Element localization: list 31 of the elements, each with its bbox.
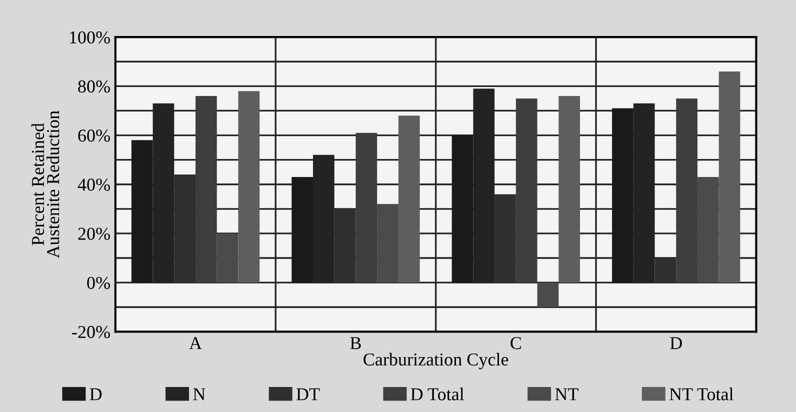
x-tick-label: A bbox=[189, 337, 202, 350]
legend-label: D bbox=[90, 388, 102, 400]
legend-label: DT bbox=[296, 388, 320, 400]
x-tick-label: B bbox=[350, 337, 361, 350]
x-tick-label: C bbox=[510, 337, 521, 350]
bar bbox=[537, 282, 559, 308]
x-tick-label: D bbox=[670, 337, 682, 350]
bar bbox=[676, 98, 698, 283]
x-axis-title: Carburization Cycle bbox=[364, 352, 508, 370]
y-tick-label: 0% bbox=[87, 276, 110, 290]
bar bbox=[377, 204, 398, 283]
legend-label: D Total bbox=[410, 388, 464, 400]
bar bbox=[238, 91, 260, 283]
bar bbox=[558, 96, 580, 283]
bar bbox=[718, 71, 740, 283]
y-tick-label: -20% bbox=[72, 326, 110, 338]
bar bbox=[697, 177, 719, 283]
y-tick-label: 100% bbox=[70, 31, 110, 44]
y-tick-label: 40% bbox=[78, 178, 110, 191]
bar bbox=[216, 233, 238, 283]
y-tick-label: 60% bbox=[78, 130, 110, 142]
y-axis-title: Percent Retained Austenite Reduction bbox=[31, 110, 60, 258]
bar bbox=[398, 116, 420, 283]
y-tick-label: 80% bbox=[78, 80, 110, 93]
legend-label: NT bbox=[555, 388, 578, 400]
y-tick-label: 20% bbox=[78, 228, 110, 240]
bar bbox=[356, 132, 378, 283]
bar bbox=[196, 96, 217, 283]
legend-label: NT Total bbox=[670, 388, 734, 400]
bar bbox=[516, 98, 538, 283]
legend-label: N bbox=[193, 388, 206, 400]
